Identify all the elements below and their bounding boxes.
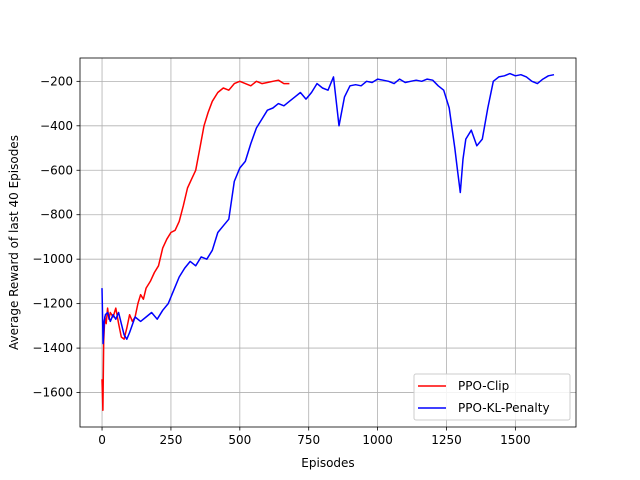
x-tick-label: 500	[228, 433, 251, 447]
y-tick-label: −1000	[32, 252, 73, 266]
x-tick-label: 1250	[431, 433, 462, 447]
y-tick-label: −200	[40, 74, 73, 88]
x-tick-label: 750	[297, 433, 320, 447]
x-tick-label: 250	[159, 433, 182, 447]
y-axis-ticks: −1600 −1400 −1200 −1000 −800 −600 −400 −200	[32, 74, 80, 400]
legend-label-ppo-kl-penalty: PPO-KL-Penalty	[458, 401, 550, 415]
x-tick-label: 1000	[362, 433, 393, 447]
x-tick-label: 0	[98, 433, 106, 447]
y-axis-label: Average Reward of last 40 Episodes	[7, 135, 21, 350]
legend-box	[413, 373, 571, 421]
plot-frame	[79, 57, 577, 428]
series-lines	[101, 72, 555, 412]
y-tick-label: −600	[40, 163, 73, 177]
x-axis-ticks: 0 250 500 750 1000 1250 1500	[98, 427, 531, 447]
y-tick-label: −1600	[32, 386, 73, 400]
y-tick-label: −400	[40, 119, 73, 133]
x-axis-label: Episodes	[301, 456, 354, 470]
y-tick-label: −800	[40, 208, 73, 222]
legend: PPO-Clip PPO-KL-Penalty	[413, 373, 571, 421]
series-line-ppo-kl-penalty	[101, 72, 555, 345]
y-tick-label: −1200	[32, 297, 73, 311]
x-tick-label: 1500	[500, 433, 531, 447]
series-line-ppo-clip	[101, 79, 290, 412]
y-tick-label: −1400	[32, 341, 73, 355]
grid-lines	[80, 58, 576, 427]
legend-label-ppo-clip: PPO-Clip	[458, 379, 509, 393]
